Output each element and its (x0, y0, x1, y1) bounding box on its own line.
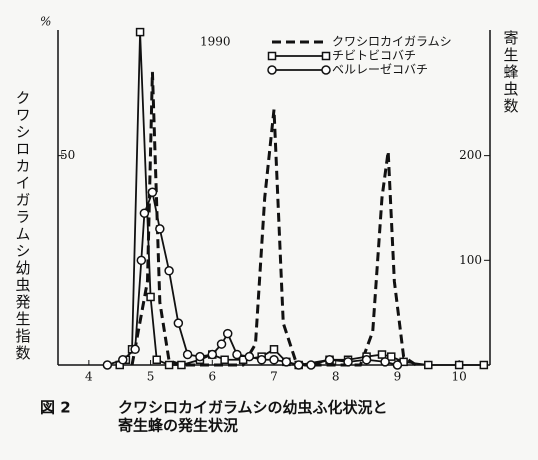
caption-line: 寄生蜂の発生状況 (118, 417, 238, 435)
marker (306, 360, 316, 370)
marker (267, 65, 277, 75)
y-axis-label: クワシロカイガラムシ幼虫発生指数 (14, 90, 32, 362)
legend-label: ベルレーゼコバチ (332, 63, 428, 77)
x-tick-label: 7 (270, 370, 278, 384)
marker (387, 352, 396, 361)
marker (324, 355, 335, 365)
y2-axis-label: 寄生蜂虫数 (502, 29, 520, 115)
marker (164, 360, 174, 370)
marker (267, 51, 277, 61)
marker (343, 357, 353, 367)
marker (146, 292, 155, 302)
marker (293, 360, 304, 370)
marker (207, 349, 218, 360)
caption-line: クワシロカイガラムシの幼虫ふ化状況と (118, 399, 388, 417)
marker (269, 355, 279, 365)
marker (195, 351, 205, 362)
marker (281, 357, 292, 367)
marker (244, 351, 255, 362)
annotation: 1990 (200, 35, 231, 49)
marker (216, 339, 227, 349)
x-tick-label: 8 (332, 370, 340, 384)
marker (177, 360, 186, 370)
marker (155, 224, 165, 234)
x-tick-label: 4 (85, 370, 93, 384)
series-line (107, 189, 398, 366)
marker (377, 350, 387, 359)
marker (424, 360, 433, 370)
y2-tick-label: 100 (459, 253, 482, 267)
legend-label: チビトビコバチ (332, 49, 416, 63)
x-tick-label: 9 (394, 370, 402, 384)
marker (173, 318, 184, 328)
marker (392, 360, 403, 370)
marker (321, 65, 331, 75)
x-tick-label: 5 (147, 370, 155, 384)
marker (102, 360, 113, 370)
series-line (119, 32, 484, 366)
y-tick-label: 50 (60, 148, 75, 162)
marker (139, 208, 150, 218)
legend-label: クワシロカイガラムシ (332, 35, 452, 49)
y2-tick-label: 200 (459, 148, 482, 162)
marker (321, 51, 331, 61)
marker (232, 349, 242, 360)
marker (182, 349, 193, 360)
marker (220, 355, 229, 365)
marker (130, 344, 140, 355)
marker (136, 255, 147, 266)
marker (222, 328, 233, 339)
marker (269, 345, 279, 354)
marker (118, 355, 128, 365)
x-tick-label: 10 (452, 370, 467, 384)
marker (361, 355, 372, 365)
marker (152, 355, 161, 365)
marker (164, 266, 174, 276)
marker (256, 355, 267, 365)
x-tick-label: 6 (208, 370, 216, 384)
series-line (130, 71, 417, 367)
marker (454, 360, 464, 370)
marker (135, 27, 145, 37)
unit-label: % (40, 15, 51, 29)
figure-label: 図 2 (40, 399, 71, 417)
marker (380, 357, 390, 367)
marker (479, 360, 489, 370)
marker (147, 187, 158, 198)
